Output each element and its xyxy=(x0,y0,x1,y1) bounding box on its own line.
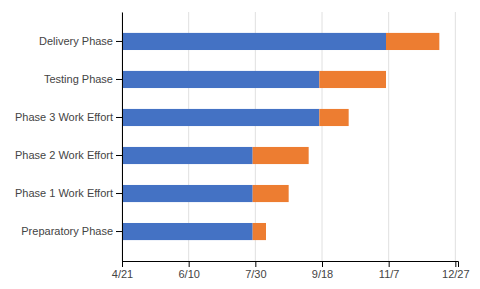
axis-line xyxy=(122,13,123,262)
tick-mark xyxy=(116,79,122,80)
bar xyxy=(122,147,253,164)
tick-mark xyxy=(116,41,122,42)
bar xyxy=(122,109,319,126)
bar xyxy=(253,223,266,240)
grid-line xyxy=(455,12,456,261)
bar xyxy=(253,185,289,202)
series xyxy=(122,33,386,240)
tick-mark xyxy=(389,261,390,267)
bar xyxy=(319,71,386,88)
tick-mark xyxy=(122,261,123,267)
value-axis: 4/21 6/10 7/30 9/18 11/7 12/27 xyxy=(112,261,470,280)
tick-label: Phase 3 Work Effort xyxy=(15,111,113,123)
bars xyxy=(122,33,439,240)
bar xyxy=(122,71,319,88)
grid-line xyxy=(122,12,123,261)
bar xyxy=(386,33,439,50)
tick: 9/18 xyxy=(312,261,333,280)
tick: Preparatory Phase xyxy=(21,225,122,237)
tick-label: 11/7 xyxy=(379,268,400,280)
tick-mark xyxy=(116,193,122,194)
grid xyxy=(122,12,455,261)
bar xyxy=(122,185,253,202)
tick: 11/7 xyxy=(379,261,400,280)
bar xyxy=(122,33,386,50)
bar xyxy=(122,223,253,240)
tick-label: Delivery Phase xyxy=(39,35,113,47)
axis-line xyxy=(123,262,459,268)
chart: 4/21 6/10 7/30 9/18 11/7 12/27 Preparatory Pha… xyxy=(0,0,480,289)
plot: 4/21 6/10 7/30 9/18 11/7 12/27 Preparatory Pha… xyxy=(15,12,470,280)
tick-label: 12/27 xyxy=(442,268,470,280)
tick-label: 7/30 xyxy=(245,268,266,280)
tick: 4/21 xyxy=(112,261,133,280)
tick: 12/27 xyxy=(442,261,470,280)
tick-label: 9/18 xyxy=(312,268,333,280)
tick: Delivery Phase xyxy=(39,35,122,47)
tick-mark xyxy=(322,261,323,267)
bar xyxy=(319,109,348,126)
tick-mark xyxy=(455,261,456,267)
tick-mark xyxy=(116,155,122,156)
series xyxy=(253,33,440,240)
tick: 6/10 xyxy=(178,261,199,280)
tick: Phase 2 Work Effort xyxy=(15,149,122,161)
tick-label: Phase 2 Work Effort xyxy=(15,149,113,161)
tick-label: 6/10 xyxy=(178,268,199,280)
tick-label: Phase 1 Work Effort xyxy=(15,187,113,199)
bar xyxy=(253,147,309,164)
tick: Phase 3 Work Effort xyxy=(15,111,122,123)
category-axis: Preparatory Phase Phase 1 Work Effort Phas… xyxy=(15,13,123,262)
tick: Phase 1 Work Effort xyxy=(15,187,122,199)
tick-label: Testing Phase xyxy=(44,73,113,85)
tick-label: Preparatory Phase xyxy=(21,225,113,237)
tick-mark xyxy=(255,261,256,267)
tick-mark xyxy=(189,261,190,267)
tick-mark xyxy=(116,117,122,118)
tick: 7/30 xyxy=(245,261,266,280)
tick: Testing Phase xyxy=(44,73,122,85)
tick-mark xyxy=(116,231,122,232)
tick-label: 4/21 xyxy=(112,268,133,280)
